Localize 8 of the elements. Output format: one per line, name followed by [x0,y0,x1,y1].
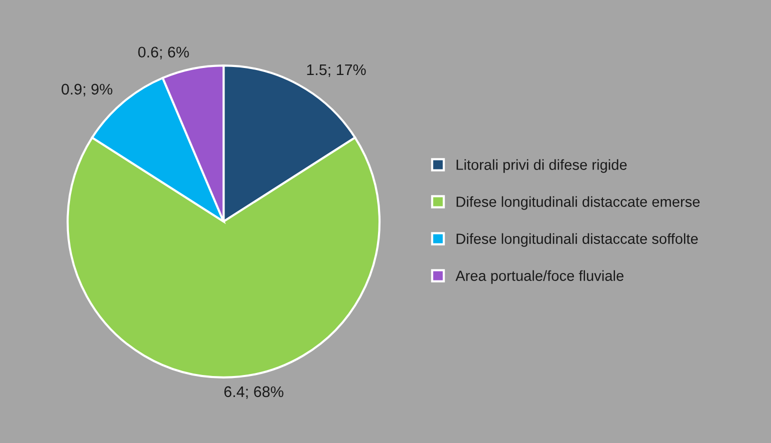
data-label: 0.6; 6% [138,46,189,60]
legend-label: Litorali privi di difese rigide [456,159,627,173]
data-label: 0.9; 9% [62,84,112,96]
data-label: 1.5; 17% [307,64,366,77]
legend-label: Area portuale/foce fluviale [456,270,624,284]
legend-label: Difese longitudinali distaccate soffolte [456,233,698,247]
legend-label: Difese longitudinali distaccate emerse [456,196,700,210]
data-label: 6.4; 68% [224,386,284,399]
